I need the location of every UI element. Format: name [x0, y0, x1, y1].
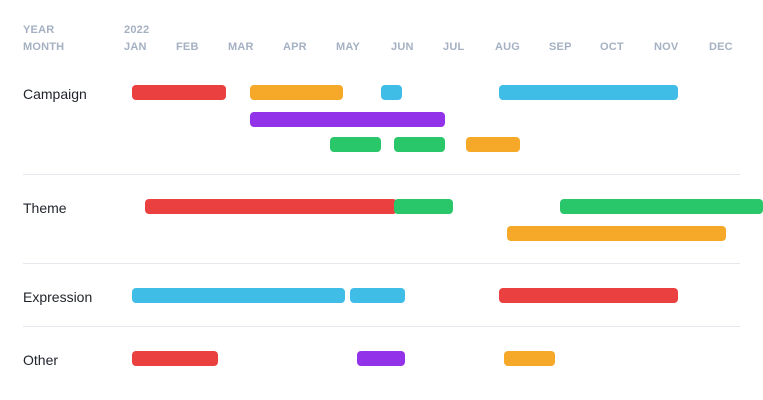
row-divider — [23, 326, 740, 327]
month-column-label: MONTH — [23, 41, 65, 53]
month-label-oct: OCT — [600, 41, 624, 53]
month-label-feb: FEB — [176, 41, 199, 53]
timeline-bar-campaign-orange[interactable] — [249, 85, 344, 100]
category-label-expression: Expression — [23, 289, 93, 305]
timeline-bar-other-orange[interactable] — [503, 351, 555, 366]
category-label-campaign: Campaign — [23, 86, 87, 102]
timeline-bar-expression-red[interactable] — [498, 288, 678, 303]
timeline-bar-theme-red[interactable] — [145, 199, 397, 214]
month-label-jul: JUL — [443, 41, 465, 53]
year-value: 2022 — [124, 24, 150, 36]
category-label-other: Other — [23, 352, 59, 368]
month-label-jan: JAN — [124, 41, 147, 53]
timeline-bar-campaign-green[interactable] — [394, 137, 445, 152]
timeline-bar-campaign-red[interactable] — [132, 85, 226, 100]
row-divider — [23, 263, 740, 264]
timeline-bar-campaign-blue[interactable] — [380, 85, 403, 100]
year-column-label: YEAR — [23, 24, 55, 36]
timeline-bar-campaign-green[interactable] — [330, 137, 381, 152]
timeline-bar-theme-orange[interactable] — [506, 226, 726, 241]
month-label-nov: NOV — [654, 41, 679, 53]
month-label-apr: APR — [283, 41, 307, 53]
timeline-bar-campaign-orange[interactable] — [466, 137, 520, 152]
timeline-bar-other-purple[interactable] — [356, 351, 405, 366]
month-label-dec: DEC — [709, 41, 733, 53]
timeline-bar-campaign-blue[interactable] — [498, 85, 678, 100]
timeline-bar-theme-green[interactable] — [394, 199, 453, 214]
month-label-sep: SEP — [549, 41, 572, 53]
timeline-bar-theme-green[interactable] — [560, 199, 763, 214]
month-label-jun: JUN — [391, 41, 414, 53]
timeline-bar-expression-blue[interactable] — [350, 288, 405, 303]
month-label-aug: AUG — [495, 41, 521, 53]
timeline-bar-other-red[interactable] — [132, 351, 218, 366]
timeline-bar-expression-blue[interactable] — [132, 288, 345, 303]
month-label-may: MAY — [336, 41, 361, 53]
row-divider — [23, 174, 740, 175]
month-label-mar: MAR — [228, 41, 254, 53]
timeline-bar-campaign-purple[interactable] — [249, 112, 445, 127]
category-label-theme: Theme — [23, 200, 67, 216]
